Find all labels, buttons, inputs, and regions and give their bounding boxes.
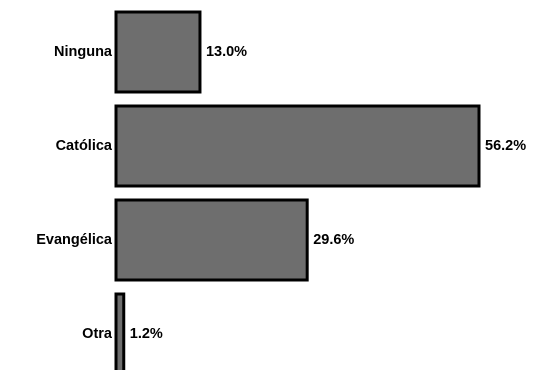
value-label-1: 56.2% <box>485 138 526 154</box>
bar-2 <box>114 198 309 282</box>
value-label-2: 29.6% <box>313 232 354 248</box>
bar-3 <box>114 292 126 370</box>
bar-0 <box>114 10 202 94</box>
category-labels: Ninguna Católica Evangélica Otra <box>36 44 113 342</box>
value-labels: 13.0% 56.2% 29.6% 1.2% <box>130 44 526 342</box>
category-label-3: Otra <box>82 326 113 342</box>
value-label-3: 1.2% <box>130 326 163 342</box>
bars-group <box>114 10 481 370</box>
category-label-0: Ninguna <box>54 44 113 60</box>
value-label-0: 13.0% <box>206 44 247 60</box>
category-label-2: Evangélica <box>36 232 113 248</box>
bar-1 <box>114 104 481 188</box>
category-label-1: Católica <box>56 138 113 154</box>
